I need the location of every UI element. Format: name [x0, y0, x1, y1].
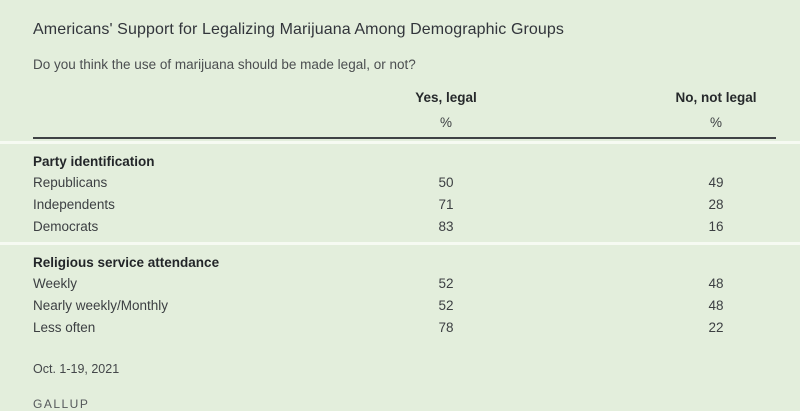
yes-value: 52: [438, 276, 454, 291]
no-value: 16: [708, 219, 724, 234]
row-label: Democrats: [33, 219, 99, 234]
header-highlight-divider: [0, 141, 800, 144]
unit-label-no: %: [709, 115, 722, 130]
section-label: Party identification: [33, 154, 155, 169]
section-label: Religious service attendance: [33, 255, 220, 270]
survey-date: Oct. 1-19, 2021: [33, 362, 120, 376]
yes-value: 78: [438, 320, 454, 335]
no-value: 28: [708, 197, 724, 212]
column-header-no: No, not legal: [675, 90, 757, 105]
section-divider: [0, 242, 800, 245]
no-value: 48: [708, 276, 724, 291]
table-row: Republicans 50 49: [33, 172, 776, 194]
row-label: Nearly weekly/Monthly: [33, 298, 169, 313]
section-header-religion: Religious service attendance: [33, 251, 776, 273]
no-value: 48: [708, 298, 724, 313]
gallup-wordmark: GALLUP: [33, 397, 90, 411]
no-value: 49: [708, 175, 724, 190]
column-header-row: Yes, legal No, not legal: [33, 90, 776, 106]
page-title: Americans' Support for Legalizing Mariju…: [33, 21, 565, 38]
yes-value: 52: [438, 298, 454, 313]
section-header-party: Party identification: [33, 150, 776, 172]
row-label: Independents: [33, 197, 115, 212]
row-label: Republicans: [33, 175, 108, 190]
unit-label-yes: %: [439, 115, 452, 130]
table-row: Nearly weekly/Monthly 52 48: [33, 295, 776, 317]
yes-value: 71: [438, 197, 454, 212]
table-row: Less often 78 22: [33, 317, 776, 339]
column-header-yes: Yes, legal: [415, 90, 477, 105]
table-row: Independents 71 28: [33, 194, 776, 216]
yes-value: 83: [438, 219, 454, 234]
row-label: Weekly: [33, 276, 78, 291]
table-row: Democrats 83 16: [33, 216, 776, 238]
survey-question: Do you think the use of marijuana should…: [33, 57, 416, 72]
gallup-table-card: Americans' Support for Legalizing Mariju…: [0, 21, 800, 411]
table-row: Weekly 52 48: [33, 273, 776, 295]
yes-value: 50: [438, 175, 454, 190]
unit-row: % %: [33, 115, 776, 131]
row-label: Less often: [33, 320, 96, 335]
no-value: 22: [708, 320, 724, 335]
header-divider: [33, 137, 776, 139]
